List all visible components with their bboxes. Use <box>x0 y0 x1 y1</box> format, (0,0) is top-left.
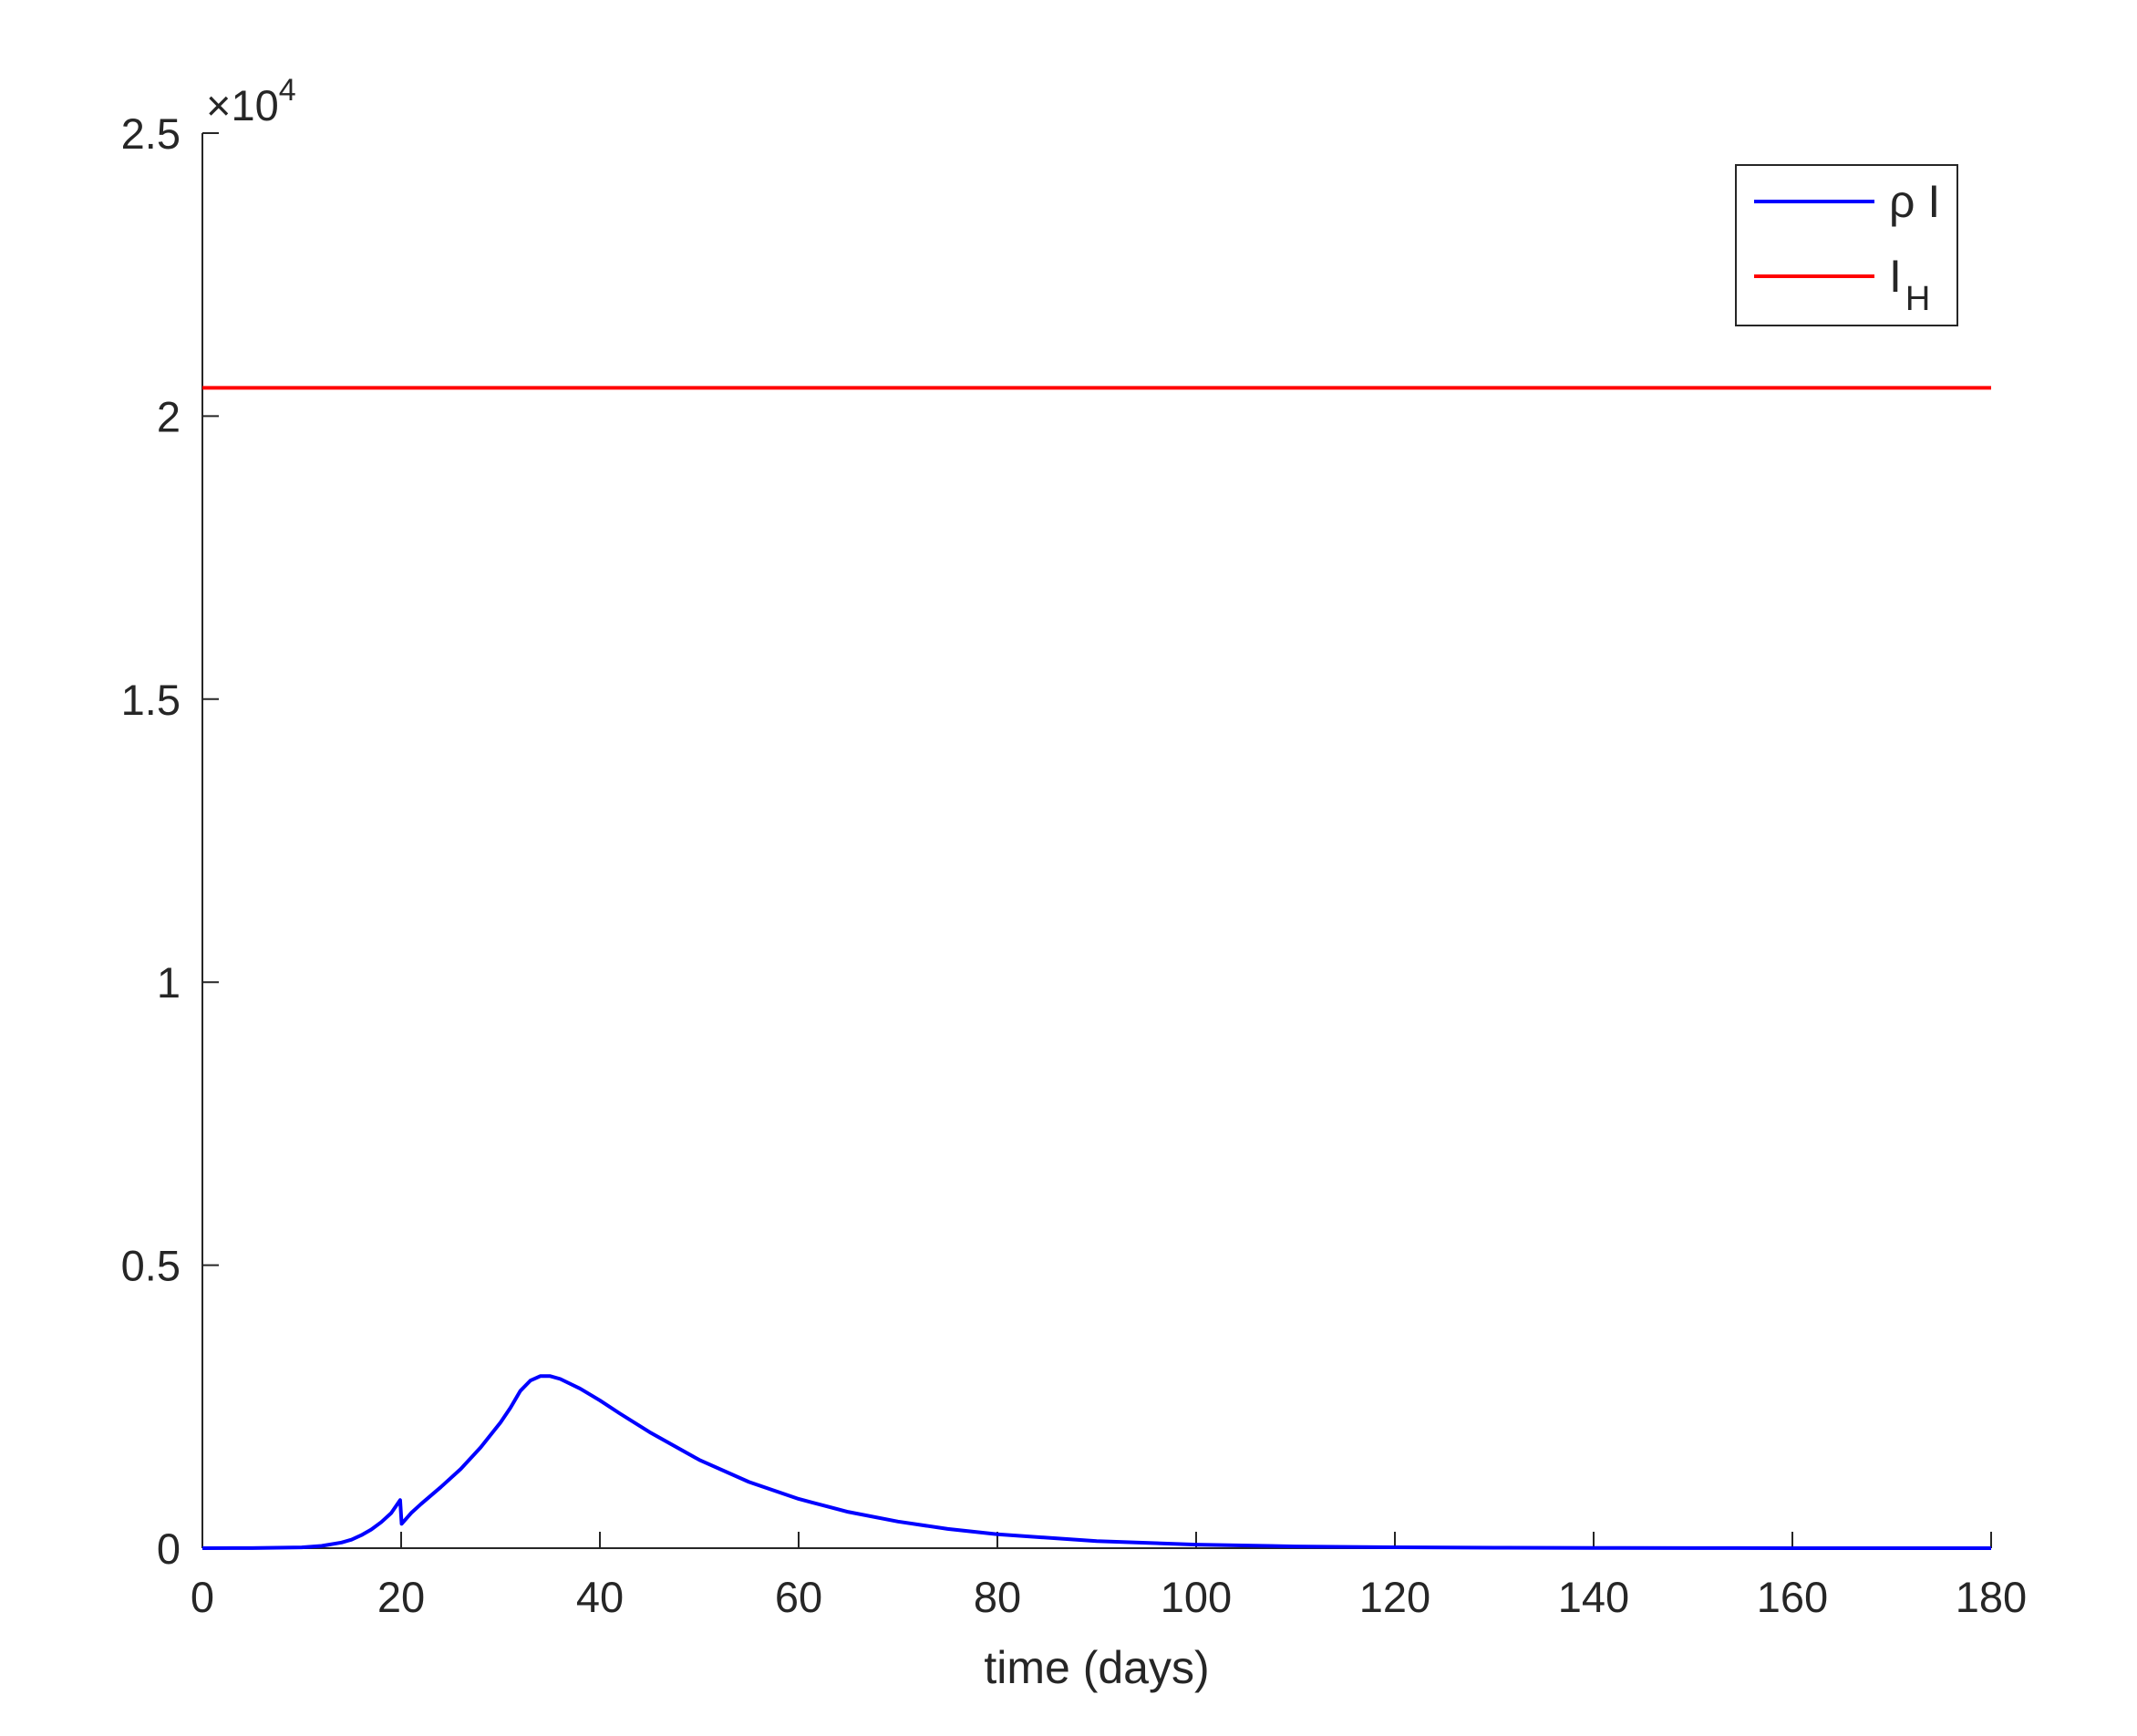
x-tick-label: 40 <box>576 1573 624 1621</box>
x-tick-label: 180 <box>1956 1573 2027 1621</box>
y-tick-label: 1.5 <box>121 676 181 724</box>
y-tick-label: 0.5 <box>121 1242 181 1290</box>
y-tick-label: 0 <box>157 1524 181 1573</box>
y-tick-label: 2 <box>157 392 181 440</box>
legend: ρ I I H <box>1735 164 1958 326</box>
legend-box <box>1735 164 1958 326</box>
series-layer <box>201 386 1992 1550</box>
x-tick-label: 140 <box>1558 1573 1629 1621</box>
x-axis-label: time (days) <box>984 1642 1209 1693</box>
x-tick-label: 120 <box>1359 1573 1430 1621</box>
axes: 0 20 40 60 80 100 120 140 160 180 0 0.5 1 1.5 2 2.5 ×104… <box>121 73 2028 1693</box>
series-line-1 <box>201 1374 1992 1550</box>
y-tick-label: 1 <box>157 958 181 1007</box>
y-tick-label: 2.5 <box>121 109 181 158</box>
y-exponent-label: ×104 <box>206 73 296 129</box>
x-tick-label: 80 <box>974 1573 1021 1621</box>
x-tick-label: 0 <box>191 1573 214 1621</box>
x-tick-label: 100 <box>1161 1573 1232 1621</box>
x-tick-label: 160 <box>1757 1573 1828 1621</box>
x-tick-label: 60 <box>775 1573 822 1621</box>
x-tick-label: 20 <box>377 1573 425 1621</box>
legend-label-1: ρ I <box>1889 176 1940 227</box>
